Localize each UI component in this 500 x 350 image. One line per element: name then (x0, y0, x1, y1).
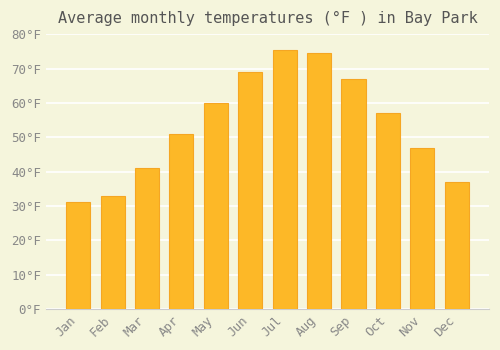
Bar (342, 79, 365, 309)
Bar (204, 103, 228, 309)
Bar (307, 53, 331, 309)
Bar (135, 168, 159, 309)
Bar (410, 148, 434, 309)
Bar (238, 72, 262, 309)
Bar (170, 134, 194, 309)
Bar (100, 196, 124, 309)
Title: Average monthly temperatures (°F ) in Bay Park: Average monthly temperatures (°F ) in Ba… (58, 11, 478, 26)
Bar (376, 113, 400, 309)
Bar (66, 203, 90, 309)
Bar (272, 50, 296, 309)
Bar (444, 182, 469, 309)
